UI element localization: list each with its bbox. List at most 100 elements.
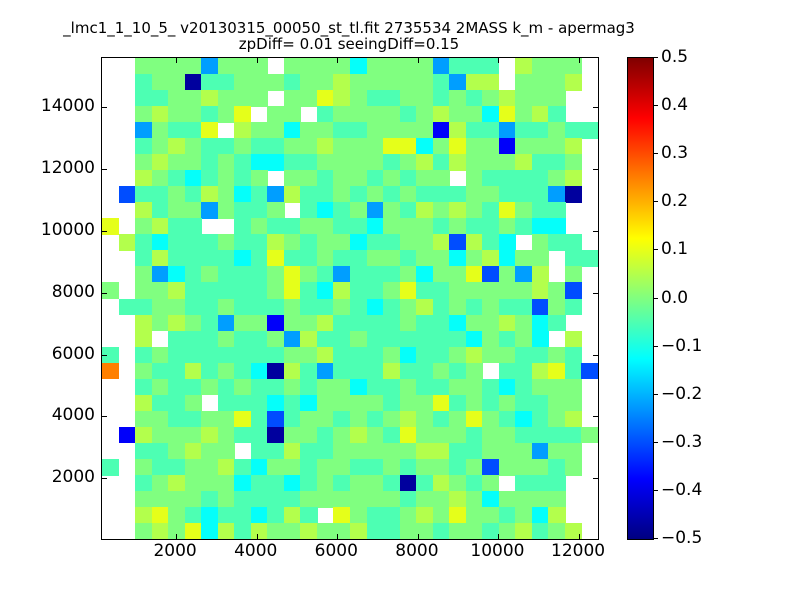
- heatmap-cell: [333, 506, 351, 524]
- heatmap-cell: [300, 506, 318, 524]
- heatmap-cell: [465, 410, 483, 428]
- heatmap-cell: [283, 218, 302, 236]
- heatmap-cell: [498, 234, 517, 252]
- heatmap-cell: [168, 218, 186, 236]
- heatmap-cell: [300, 74, 318, 91]
- heatmap-cell: [531, 186, 550, 203]
- heatmap-cell: [267, 474, 285, 492]
- heatmap-cell: [217, 314, 235, 332]
- heatmap-cell: [217, 74, 235, 91]
- heatmap-cell: [102, 458, 120, 476]
- heatmap-cell: [449, 458, 467, 476]
- heatmap-cell: [465, 490, 483, 508]
- heatmap-cell: [432, 410, 450, 428]
- heatmap-cell: [449, 522, 467, 539]
- heatmap-cell: [531, 218, 550, 236]
- heatmap-cell: [234, 234, 252, 252]
- heatmap-cell: [234, 186, 252, 203]
- heatmap-cell: [350, 474, 368, 492]
- colorbar-tick: [653, 297, 658, 299]
- colorbar: [627, 57, 654, 540]
- axis-tick: [417, 534, 419, 539]
- heatmap-cell: [416, 522, 434, 539]
- heatmap-cell: [151, 458, 169, 476]
- heatmap-cell: [366, 218, 384, 236]
- heatmap-cell: [399, 122, 417, 139]
- heatmap-cell: [531, 202, 550, 220]
- heatmap-cell: [564, 378, 583, 396]
- heatmap-cell: [548, 394, 566, 412]
- heatmap-cell: [350, 298, 368, 316]
- heatmap-cell: [201, 378, 219, 396]
- heatmap-cell: [482, 458, 500, 476]
- heatmap-cell: [217, 490, 235, 508]
- heatmap-cell: [234, 106, 252, 123]
- heatmap-cell: [267, 234, 285, 252]
- heatmap-cell: [482, 106, 500, 123]
- heatmap-cell: [184, 298, 202, 316]
- heatmap-cell: [531, 474, 550, 492]
- heatmap-cell: [515, 442, 533, 460]
- heatmap-cell: [465, 234, 483, 252]
- heatmap-cell: [383, 138, 401, 155]
- heatmap-cell: [366, 426, 384, 444]
- heatmap-cell: [250, 458, 269, 476]
- heatmap-cell: [366, 186, 384, 203]
- heatmap-cell: [498, 90, 517, 107]
- heatmap-cell: [383, 170, 401, 187]
- y-tick-label: 8000: [51, 281, 95, 302]
- heatmap-cell: [350, 58, 368, 75]
- heatmap-cell: [217, 266, 235, 284]
- heatmap-cell: [333, 314, 351, 332]
- heatmap-cell: [399, 394, 417, 412]
- plot-title: _lmc1_1_10_5_ v20130315_00050_st_tl.fit …: [63, 19, 635, 37]
- heatmap-cell: [201, 298, 219, 316]
- heatmap-cell: [250, 506, 269, 524]
- heatmap-cell: [201, 250, 219, 268]
- heatmap-cell: [283, 266, 302, 284]
- heatmap-cell: [283, 458, 302, 476]
- heatmap-cell: [234, 58, 252, 75]
- heatmap-cell: [168, 490, 186, 508]
- heatmap-cell: [151, 522, 169, 539]
- heatmap-cell: [135, 202, 153, 220]
- heatmap-cell: [283, 90, 302, 107]
- heatmap-cell: [416, 58, 434, 75]
- heatmap-cell: [350, 122, 368, 139]
- heatmap-cell: [118, 298, 136, 316]
- heatmap-cell: [383, 106, 401, 123]
- heatmap-cell: [250, 58, 269, 75]
- heatmap-cell: [168, 74, 186, 91]
- heatmap-cell: [201, 410, 219, 428]
- heatmap-cell: [316, 74, 335, 91]
- heatmap-cell: [283, 426, 302, 444]
- heatmap-cell: [498, 346, 517, 364]
- heatmap-cell: [548, 346, 566, 364]
- heatmap-cell: [399, 234, 417, 252]
- heatmap-cell: [531, 170, 550, 187]
- heatmap-cell: [531, 522, 550, 539]
- heatmap-cell: [217, 186, 235, 203]
- heatmap-cell: [399, 282, 417, 300]
- heatmap-cell: [449, 346, 467, 364]
- heatmap-cell: [399, 170, 417, 187]
- heatmap-cell: [449, 490, 467, 508]
- heatmap-cell: [316, 218, 335, 236]
- y-tick-label: 4000: [51, 405, 95, 426]
- heatmap-cell: [333, 410, 351, 428]
- heatmap-cell: [300, 122, 318, 139]
- heatmap-cell: [168, 506, 186, 524]
- colorbar-tick-label: 0.2: [661, 191, 689, 212]
- heatmap-cell: [201, 522, 219, 539]
- heatmap-cell: [366, 58, 384, 75]
- heatmap-cell: [531, 314, 550, 332]
- heatmap-cell: [449, 186, 467, 203]
- heatmap-cell: [300, 474, 318, 492]
- axis-tick: [256, 534, 258, 539]
- heatmap-cell: [184, 442, 202, 460]
- heatmap-cell: [168, 298, 186, 316]
- heatmap-cell: [416, 250, 434, 268]
- heatmap-cell: [267, 186, 285, 203]
- heatmap-cell: [399, 330, 417, 348]
- heatmap-cell: [316, 330, 335, 348]
